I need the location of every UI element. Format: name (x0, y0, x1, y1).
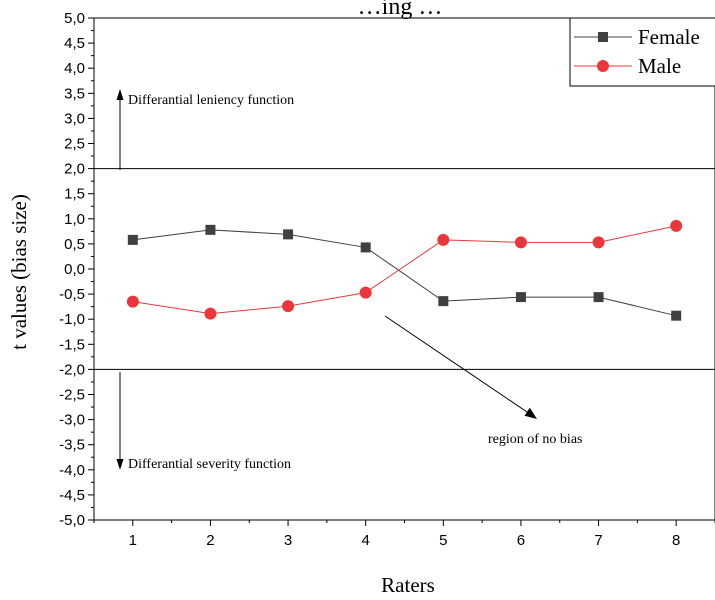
female-point (671, 310, 682, 321)
female-point (438, 296, 449, 307)
chart-title: …ing … (358, 0, 443, 20)
y-tick-label: -1,0 (59, 311, 85, 328)
y-axis-ticks (88, 17, 94, 521)
y-tick-label: -1,5 (59, 336, 85, 353)
x-tick-label: 6 (517, 532, 525, 549)
x-tick-label: 2 (206, 532, 214, 549)
y-tick-label: -4,5 (59, 487, 85, 504)
y-tick-label: 2,5 (64, 136, 85, 153)
y-tick-label: -3,5 (59, 437, 85, 454)
series-layer (126, 219, 683, 321)
male-series-line (132, 225, 677, 315)
y-tick-label: -0,5 (59, 286, 85, 303)
y-axis-tick-labels: 5,0 4,5 4,0 3,5 3,0 2,5 2,0 1,5 1,0 0,5 0,0 -0,5 -1,… (59, 10, 85, 529)
severity-arrowhead (116, 459, 124, 470)
y-tick-label: -3,0 (59, 412, 85, 429)
no-bias-arrowhead (524, 407, 537, 419)
female-point (205, 224, 216, 235)
leniency-arrowhead (116, 89, 124, 100)
x-tick-label: 4 (362, 532, 370, 549)
female-point (127, 234, 138, 245)
male-point (282, 300, 295, 313)
male-point (359, 286, 372, 299)
male-point (126, 295, 139, 308)
legend-female-marker (598, 32, 608, 42)
x-tick-label: 7 (594, 532, 602, 549)
leniency-annotation: Differantial leniency function (128, 93, 294, 108)
y-tick-label: -4,0 (59, 462, 85, 479)
y-tick-label: 1,0 (64, 211, 85, 228)
x-tick-label: 5 (439, 532, 447, 549)
female-point (515, 292, 526, 303)
severity-annotation: Differantial severity function (128, 457, 291, 472)
legend: Female Male (569, 17, 715, 87)
y-tick-label: 0,0 (64, 261, 85, 278)
female-series-line (132, 229, 677, 317)
legend-male-marker (597, 60, 609, 72)
no-bias-annotation: region of no bias (488, 432, 582, 447)
male-point (204, 307, 217, 320)
y-tick-label: 0,5 (64, 236, 85, 253)
y-tick-label: -2,0 (59, 361, 85, 378)
y-tick-label: 4,5 (64, 35, 85, 52)
y-axis-title: t values (bias size) (7, 194, 31, 350)
y-tick-label: 2,0 (64, 161, 85, 178)
legend-female-label: Female (638, 25, 700, 49)
x-axis-tick-labels: 1 2 3 4 5 6 7 8 (129, 532, 681, 549)
y-tick-label: 3,5 (64, 85, 85, 102)
y-tick-label: -2,5 (59, 387, 85, 404)
male-point (437, 233, 450, 246)
legend-box (569, 17, 715, 87)
x-axis-title: Raters (381, 573, 435, 597)
male-point (514, 236, 527, 249)
x-tick-label: 3 (284, 532, 292, 549)
y-tick-label: 5,0 (64, 10, 85, 27)
female-point (283, 229, 294, 240)
x-axis-ticks (93, 520, 715, 526)
y-tick-label: 4,0 (64, 60, 85, 77)
y-tick-label: 3,0 (64, 110, 85, 127)
no-bias-arrow (384, 315, 531, 415)
reference-lines (94, 168, 715, 370)
male-point (592, 236, 605, 249)
female-point (593, 292, 604, 303)
x-tick-label: 1 (129, 532, 137, 549)
female-point (360, 242, 371, 253)
male-point (670, 219, 683, 232)
y-tick-label: 1,5 (64, 186, 85, 203)
x-tick-label: 8 (672, 532, 680, 549)
y-tick-label: -5,0 (59, 512, 85, 529)
legend-male-label: Male (638, 54, 681, 78)
